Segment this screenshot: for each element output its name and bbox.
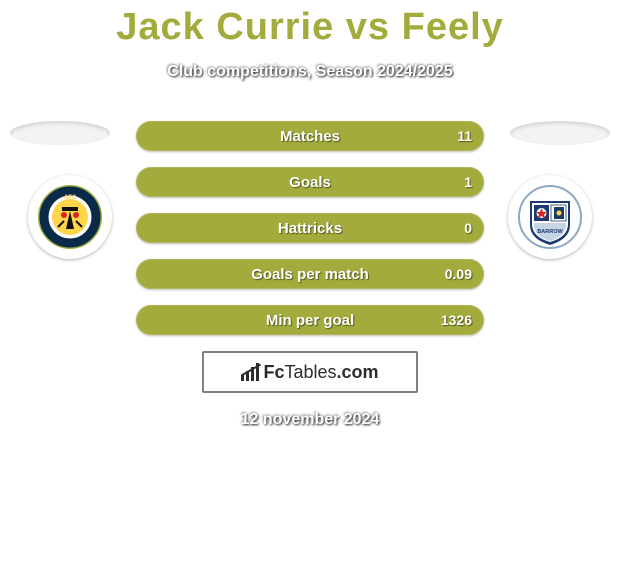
brand-part-b: Tables: [284, 362, 336, 382]
brand-watermark: FcTables.com: [202, 351, 418, 393]
stat-label: Min per goal: [266, 312, 354, 329]
comparison-title: Jack Currie vs Feely: [0, 0, 620, 49]
brand-part-c: .com: [337, 362, 379, 382]
club-crest-left: AFC: [28, 175, 112, 259]
stat-value: 1326: [441, 312, 472, 328]
stat-row-goals-per-match: Goals per match 0.09: [136, 259, 484, 289]
player-photo-left-placeholder: [10, 121, 110, 145]
stats-rows: Matches 11 Goals 1 Hattricks 0 Goals per…: [136, 121, 484, 335]
comparison-subtitle: Club competitions, Season 2024/2025: [0, 63, 620, 81]
stat-value: 0: [464, 220, 472, 236]
stat-row-goals: Goals 1: [136, 167, 484, 197]
stat-label: Hattricks: [278, 220, 342, 237]
stat-row-hattricks: Hattricks 0: [136, 213, 484, 243]
player-photo-right-placeholder: [510, 121, 610, 145]
barrow-crest-icon: BARROW: [518, 185, 582, 249]
stat-label: Goals: [289, 174, 331, 191]
brand-part-a: Fc: [263, 362, 284, 382]
comparison-content: AFC BARROW Matches 11: [0, 121, 620, 429]
stat-value: 1: [464, 174, 472, 190]
footer-date: 12 november 2024: [0, 411, 620, 429]
club-crest-right: BARROW: [508, 175, 592, 259]
stat-label: Goals per match: [251, 266, 369, 283]
brand-text: FcTables.com: [263, 362, 378, 383]
stat-label: Matches: [280, 128, 340, 145]
afc-wimbledon-crest-icon: AFC: [38, 185, 102, 249]
svg-text:BARROW: BARROW: [537, 229, 563, 235]
stat-row-matches: Matches 11: [136, 121, 484, 151]
stat-value: 11: [457, 128, 472, 144]
stat-value: 0.09: [445, 266, 472, 282]
chart-bars-icon: [241, 363, 259, 381]
stat-row-min-per-goal: Min per goal 1326: [136, 305, 484, 335]
